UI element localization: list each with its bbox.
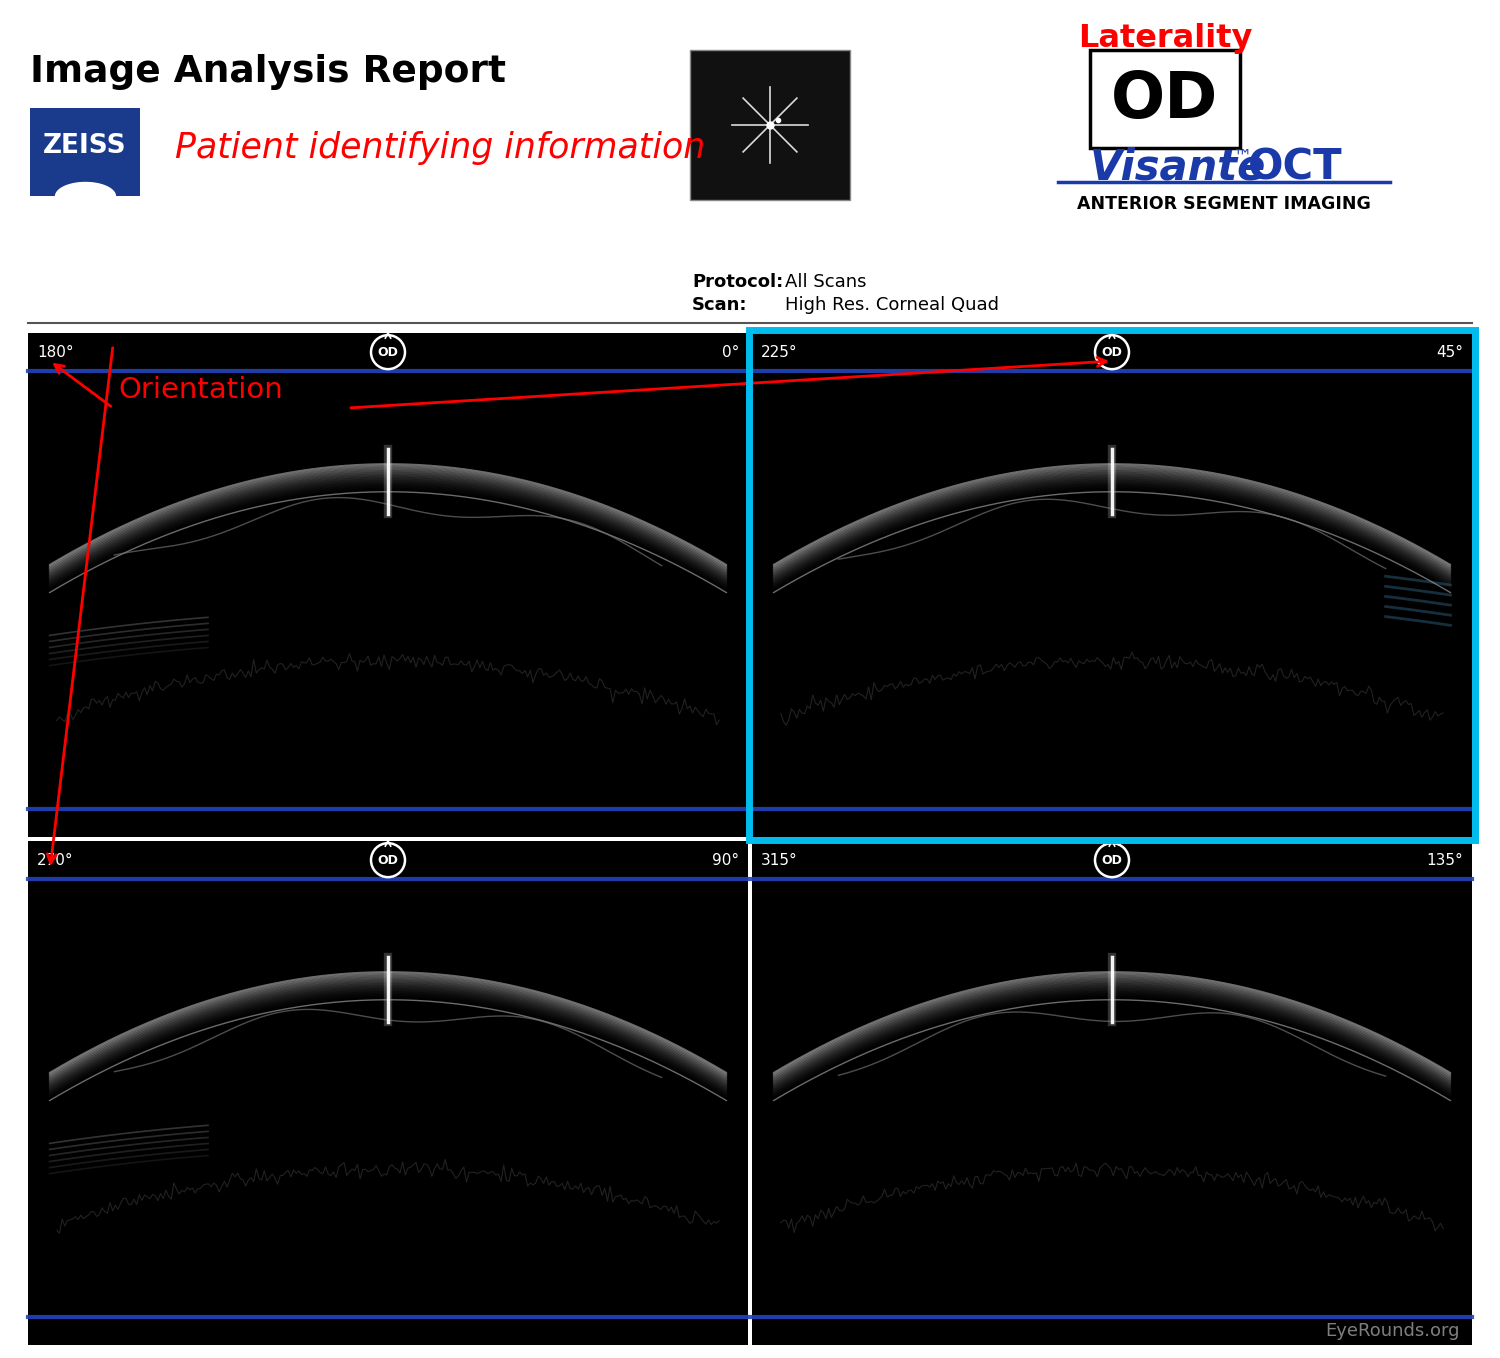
Text: ZEISS: ZEISS [44,133,128,159]
Bar [752,333,1472,837]
Text: OD: OD [1101,346,1122,359]
Text: High Res. Corneal Quad: High Res. Corneal Quad [784,296,999,314]
Bar [1090,50,1240,148]
Text: Scan:: Scan: [692,296,747,314]
Text: 180°: 180° [38,345,74,360]
Text: EyeRounds.org: EyeRounds.org [1326,1321,1460,1340]
Bar [690,50,850,200]
Text: OD: OD [378,346,399,359]
Text: Image Analysis Report: Image Analysis Report [30,54,506,90]
Bar [752,841,1472,1344]
Bar [28,841,748,1344]
Text: OD: OD [1101,854,1122,866]
Text: Laterality: Laterality [1078,23,1252,53]
Text: Orientation: Orientation [118,376,282,403]
Bar [748,330,1474,841]
Text: Visante: Visante [1090,147,1266,189]
Text: ANTERIOR SEGMENT IMAGING: ANTERIOR SEGMENT IMAGING [1077,196,1371,213]
Text: 0°: 0° [722,345,740,360]
Bar [30,109,140,196]
Text: 45°: 45° [1436,345,1462,360]
Text: 135°: 135° [1426,853,1462,868]
Bar [28,333,748,837]
Text: Patient identifying information: Patient identifying information [176,130,705,166]
Text: All Scans: All Scans [784,273,867,291]
Text: OD: OD [1112,69,1218,130]
Text: 90°: 90° [712,853,740,868]
Text: ™: ™ [1232,148,1251,167]
Text: Protocol:: Protocol: [692,273,783,291]
Text: 225°: 225° [760,345,798,360]
Text: 270°: 270° [38,853,74,868]
Text: OCT: OCT [1248,147,1342,189]
Text: 315°: 315° [760,853,798,868]
Text: OD: OD [378,854,399,866]
